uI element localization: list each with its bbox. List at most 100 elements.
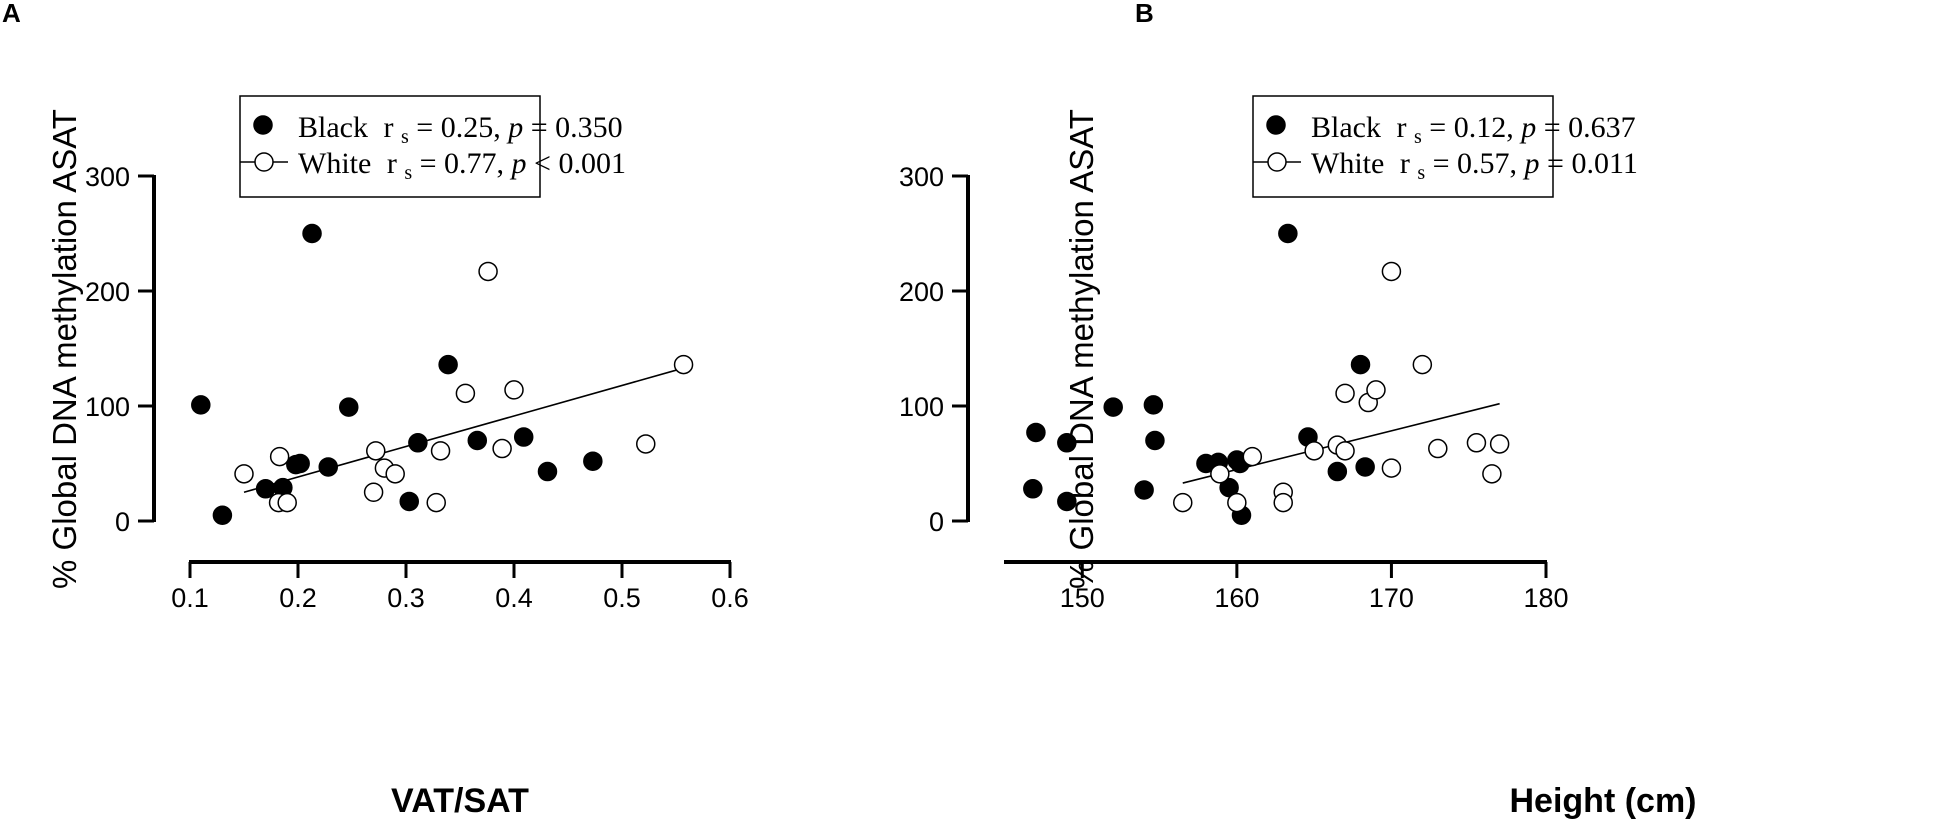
panel-a-legend-black-p: p — [506, 111, 523, 144]
panel-b-point-white — [1428, 438, 1448, 459]
panel-a-y-axis-title: % Global DNA methylation ASAT — [46, 109, 83, 589]
panel-a-axes: 0 100 200 300 0.1 0.2 0.3 0.4 0.5 0.6 — [85, 162, 749, 613]
panel-b-point-white — [1273, 492, 1293, 513]
panel-a-x-tick-label: 0.1 — [171, 583, 209, 613]
panel-a-legend-black-marker — [253, 115, 273, 135]
panel-a-point-black — [408, 433, 428, 453]
panel-a-legend: Black r s = 0.25, p = 0.350 White r s = … — [239, 95, 626, 198]
panel-a-point-black — [583, 451, 603, 471]
panel-b-point-black — [1219, 477, 1239, 498]
panel-a-point-black — [255, 479, 276, 499]
panel-a-points — [191, 223, 694, 525]
panel-a-point-black — [290, 453, 310, 474]
panel-a-point-white — [455, 383, 476, 404]
panel-b-legend-black-eq2: = 0.637 — [1544, 111, 1636, 144]
panel-b-legend-black-eq1: = 0.12, — [1429, 111, 1521, 144]
panel-a-x-tick-label: 0.4 — [495, 583, 533, 613]
panel-a-legend-white-sub: s — [404, 162, 412, 184]
panel-a-y-tick-label: 200 — [85, 277, 130, 307]
panel-a-legend-black-group: Black — [298, 111, 368, 144]
panel-b-point-black — [1103, 397, 1123, 417]
panel-a-legend-black-label: Black r s = 0.25, p = 0.350 — [298, 111, 623, 150]
panel-a-x-tick-label: 0.5 — [603, 583, 641, 613]
panel-b-point-black — [1278, 223, 1298, 244]
panel-a-point-white — [492, 438, 512, 459]
panel-a-point-black — [399, 491, 419, 512]
panel-a-legend-white-p: p — [510, 147, 527, 180]
panel-a-y-tick-label: 300 — [85, 162, 130, 192]
panel-b-point-black — [1057, 491, 1077, 512]
panel-b-legend-white-marker — [1267, 152, 1287, 172]
panel-a-legend-white-eq2: < 0.001 — [534, 147, 626, 180]
panel-a-x-axis-title: VAT/SAT — [391, 782, 529, 820]
panel-b-point-white — [1335, 441, 1355, 461]
panel-b-point-black — [1026, 422, 1046, 443]
panel-a-point-black — [318, 457, 338, 477]
panel-a-legend-black-sub: s — [401, 126, 409, 148]
panel-b-legend-white-eq1: = 0.57, — [1433, 147, 1525, 180]
panel-a-point-black — [339, 397, 359, 417]
panel-b-legend-black-r: r — [1396, 111, 1406, 144]
panel-a-point-white — [366, 441, 386, 461]
panel-a-regression-group — [243, 367, 684, 494]
panel-b-point-white — [1173, 492, 1193, 513]
panel-a-legend-box — [239, 95, 541, 198]
panel-b-letter: B — [1135, 0, 1154, 28]
panel-b-legend-white-p: p — [1523, 147, 1540, 180]
panel-b-point-black — [1327, 461, 1348, 482]
panel-a-y-tick-label: 0 — [115, 507, 130, 537]
panel-b-point-white — [1381, 261, 1402, 282]
panel-a-point-black — [302, 223, 322, 244]
panel-a-legend-white-eq1: = 0.77, — [420, 147, 512, 180]
panel-a-letter: A — [2, 0, 21, 28]
panel-b-axes: 0 100 200 300 150 160 170 180 — [899, 162, 1569, 613]
panel-a-point-black — [513, 427, 534, 447]
panel-b-point-white — [1466, 433, 1487, 453]
panel-b-x-tick-label: 150 — [1060, 583, 1105, 613]
panel-a-point-white — [430, 441, 451, 461]
panel-a-point-black — [438, 354, 458, 375]
panel-b-legend-white-r: r — [1400, 147, 1410, 180]
panel-a-point-white — [269, 446, 290, 467]
panel-b-point-white — [1304, 441, 1324, 461]
panel-a-point-white — [504, 380, 524, 400]
panel-b-point-black — [1057, 433, 1077, 453]
panel-b-point-black — [1145, 430, 1165, 451]
panel-a-point-white — [478, 261, 498, 282]
panel-a-point-white — [363, 482, 384, 502]
panel-b-legend-black-group: Black — [1311, 111, 1381, 144]
panel-b-point-black — [1143, 395, 1164, 415]
panel-b-point-white — [1412, 354, 1433, 375]
panel-a-legend-black-r: r — [383, 111, 393, 144]
panel-b-x-tick-label: 170 — [1369, 583, 1414, 613]
panel-b-y-tick-label: 100 — [899, 392, 944, 422]
panel-b-legend-white-group: White — [1311, 147, 1384, 180]
panel-b-x-tick-label: 180 — [1523, 583, 1568, 613]
panel-b-point-white — [1489, 434, 1510, 454]
panel-a: A % Global DNA methylation ASAT VAT/SAT … — [2, 0, 749, 820]
panel-b-point-white — [1335, 383, 1355, 404]
panel-a-point-white — [277, 492, 297, 513]
panel-a-legend-black-eq1: = 0.25, — [416, 111, 508, 144]
panel-a-point-black — [467, 430, 488, 451]
panel-a-legend-white-marker — [254, 152, 274, 172]
panel-a-legend-white-group: White — [298, 147, 371, 180]
panel-b-x-axis-title: Height (cm) — [1510, 782, 1697, 820]
panel-b-point-black — [1134, 480, 1154, 500]
panel-b-point-black — [1355, 457, 1375, 477]
panel-a-point-black — [212, 505, 233, 525]
panel-b-point-black — [1350, 354, 1371, 375]
panel-b-legend: Black r s = 0.12, p = 0.637 White r s = … — [1252, 95, 1638, 198]
panel-b-y-tick-label: 200 — [899, 277, 944, 307]
panel-a-point-white — [636, 434, 656, 454]
panel-b-legend-white-label: White r s = 0.57, p = 0.011 — [1311, 147, 1638, 186]
panel-b: B % Global DNA methylation ASAT Height (… — [899, 0, 1697, 820]
panel-b-legend-black-label: Black r s = 0.12, p = 0.637 — [1311, 111, 1636, 150]
panel-b-point-white — [1210, 464, 1230, 484]
panel-a-legend-black-eq2: = 0.350 — [531, 111, 623, 144]
panel-b-y-axis-title: % Global DNA methylation ASAT — [1063, 109, 1100, 589]
panel-b-x-tick-label: 160 — [1214, 583, 1259, 613]
panel-b-legend-white-eq2: = 0.011 — [1547, 147, 1638, 180]
panel-b-point-white — [1227, 492, 1247, 513]
